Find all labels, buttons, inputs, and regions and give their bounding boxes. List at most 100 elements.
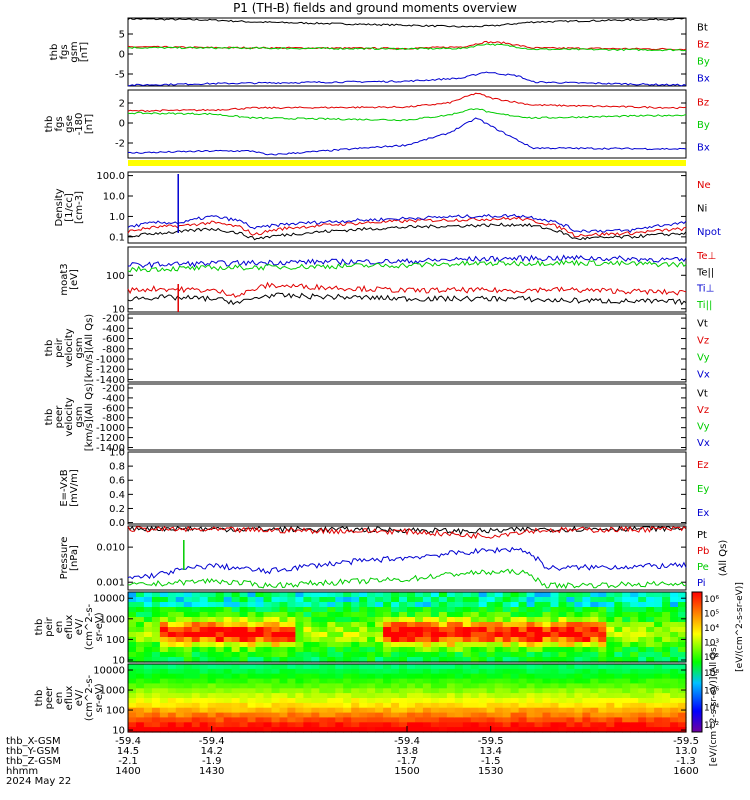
peir_spec-cell xyxy=(470,597,480,603)
peer_spec-cell xyxy=(279,664,289,670)
peer_spec-cell xyxy=(303,668,312,675)
peir_spec-cell xyxy=(534,637,544,643)
peir_spec-cell xyxy=(287,602,296,608)
peer_spec-cell xyxy=(430,664,440,670)
peir_spec-cell xyxy=(422,632,432,638)
peer_spec-cell xyxy=(167,678,177,685)
peir_spec-cell xyxy=(151,592,161,598)
peer_spec-cell xyxy=(399,664,408,670)
density-ytick-label: 1.0 xyxy=(109,212,125,223)
peer_spec-cell xyxy=(263,722,273,728)
peer_spec-cell xyxy=(335,712,344,719)
peer_spec-cell xyxy=(438,664,448,670)
peer_spec-cell xyxy=(367,707,376,714)
peer_spec-cell xyxy=(574,673,583,680)
peer_spec-cell xyxy=(462,664,472,670)
colorbar-tick: 10³ xyxy=(704,639,719,649)
peir_spec-cell xyxy=(159,612,169,618)
peir_spec-cell xyxy=(191,642,201,648)
peer_spec-cell xyxy=(662,683,671,689)
peer_spec-cell xyxy=(638,683,647,689)
peer_spec-cell xyxy=(136,678,145,685)
peir_spec-cell xyxy=(430,647,440,653)
peer_spec-cell xyxy=(367,668,376,675)
peir_spec-cell xyxy=(622,597,631,603)
peer_spec-cell xyxy=(415,707,424,714)
peir_spec-cell xyxy=(383,642,392,648)
peer_spec-cell xyxy=(183,673,193,680)
peir_spec-cell xyxy=(526,617,536,623)
peer_spec-cell xyxy=(622,717,631,723)
peer_spec-cell xyxy=(263,698,273,704)
peir_spec-cell xyxy=(486,612,496,618)
peir_spec-cell xyxy=(151,642,161,648)
peir_spec-cell xyxy=(478,592,488,598)
peer_spec-cell xyxy=(295,698,304,704)
peer_spec-cell xyxy=(606,673,615,680)
peer_spec-cell xyxy=(654,702,663,709)
peir_spec-cell xyxy=(128,627,137,633)
peer_spec-cell xyxy=(319,698,328,704)
peer_spec-cell xyxy=(407,693,416,699)
peer_spec-cell xyxy=(542,693,552,699)
peir_spec-cell xyxy=(191,602,201,608)
peir_spec-cell xyxy=(223,602,233,608)
peer_spec-cell xyxy=(383,683,392,689)
peir_spec-cell xyxy=(454,617,464,623)
peer_spec-cell xyxy=(542,678,552,685)
peir_spec-cell xyxy=(136,632,145,638)
peer_spec-cell xyxy=(415,717,424,723)
peer_spec-cell xyxy=(430,683,440,689)
peer_spec-cell xyxy=(175,688,185,694)
peir_velocity-ytick-label: -600 xyxy=(102,334,125,345)
peer_spec-cell xyxy=(590,707,599,714)
peer_spec-cell xyxy=(199,683,209,689)
peer_spec-cell xyxy=(478,668,488,675)
peer_spec-cell xyxy=(183,668,193,675)
density-series-Npot xyxy=(127,213,687,233)
peer_velocity-legend-Vx: Vx xyxy=(697,438,710,449)
peer_spec-cell xyxy=(199,664,209,670)
peer_spec-cell xyxy=(614,712,623,719)
peer_spec-cell xyxy=(319,673,328,680)
peer_spec-cell xyxy=(430,707,440,714)
peir_spec-cell xyxy=(175,597,185,603)
peer_spec-cell xyxy=(231,712,241,719)
peir_spec-cell xyxy=(263,602,273,608)
peir_spec-cell xyxy=(128,602,137,608)
peer_spec-cell xyxy=(335,683,344,689)
peer_spec-cell xyxy=(510,727,520,733)
peer_spec-cell xyxy=(335,717,344,723)
fgs_gsm-ylabel: gsm xyxy=(69,41,80,62)
temperature-series-Ti|| xyxy=(127,259,687,273)
peer_spec-cell xyxy=(223,698,233,704)
peer_spec-cell xyxy=(430,668,440,675)
peir_spec-cell xyxy=(351,602,360,608)
peir_spec-cell xyxy=(359,622,368,628)
colorbar-tick: 10² xyxy=(704,721,719,731)
peir_spec-cell xyxy=(287,607,296,613)
peer_spec-cell xyxy=(295,693,304,699)
xaxis-row-value: -2.1 xyxy=(118,756,138,767)
peer_spec-cell xyxy=(550,727,560,733)
peer_spec-cell xyxy=(574,698,583,704)
peir_spec-cell xyxy=(526,642,536,648)
peer_spec-cell xyxy=(143,668,153,675)
peir_spec-cell xyxy=(486,602,496,608)
peer_spec-cell xyxy=(319,712,328,719)
peir_spec-cell xyxy=(399,632,408,638)
peer_spec-cell xyxy=(327,702,336,709)
peer_spec-cell xyxy=(502,727,512,733)
peir_spec-cell xyxy=(143,627,153,633)
peir_spec-cell xyxy=(335,627,344,633)
peir_spec-cell xyxy=(175,632,185,638)
peer_spec-cell xyxy=(167,683,177,689)
peir_spec-cell xyxy=(143,597,153,603)
peer_spec-cell xyxy=(319,668,328,675)
peir_spec-cell xyxy=(231,627,241,633)
peer_spec-cell xyxy=(311,673,320,680)
peer_spec-cell xyxy=(223,727,233,733)
peer_spec-cell xyxy=(526,698,536,704)
peir_spec-cell xyxy=(462,602,472,608)
peir_spec-cell xyxy=(319,597,328,603)
